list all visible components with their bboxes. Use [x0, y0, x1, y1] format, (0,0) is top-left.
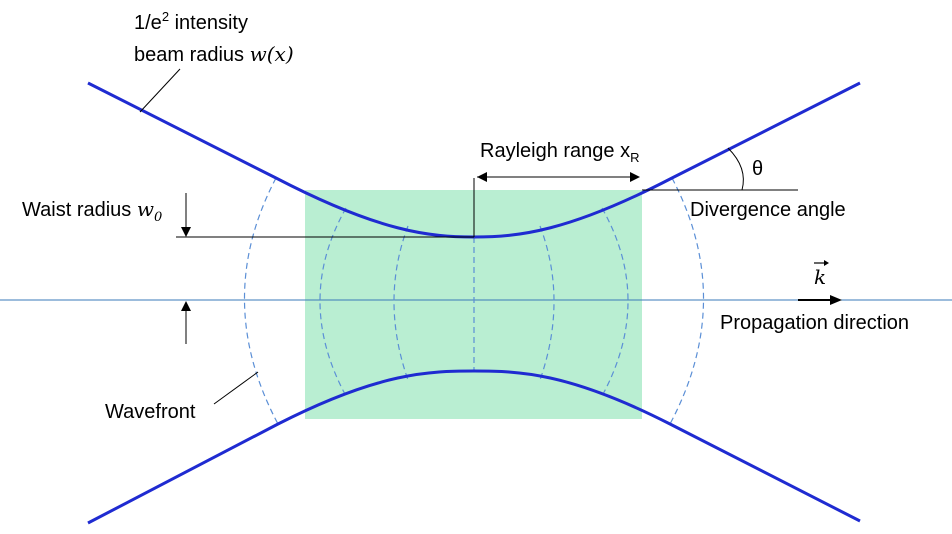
divergence-angle-label: Divergence angle — [690, 199, 846, 221]
beam-radius-label: beam radius w(x) — [134, 42, 294, 66]
k-arrowhead — [830, 295, 842, 305]
propagation-direction-label: Propagation direction — [720, 312, 909, 334]
k-vector-label: k — [814, 265, 826, 289]
theta-arc — [727, 147, 744, 191]
wavefront-label: Wavefront — [105, 401, 196, 423]
waist-arrowhead-down — [181, 227, 191, 237]
wavefront-left-outer — [243, 177, 279, 425]
beam-envelope-lower — [87, 369, 861, 525]
wavefront-group — [243, 177, 705, 425]
rayleigh-arrowhead-right — [630, 172, 640, 182]
annotation-lines — [139, 68, 798, 405]
vector-arrow-icon-head — [824, 260, 829, 266]
k-vector-symbol: k — [814, 260, 829, 289]
rayleigh-arrowhead-left — [477, 172, 487, 182]
rayleigh-range-label: Rayleigh range xR — [480, 140, 639, 165]
waist-radius-label: Waist radius w0 — [22, 197, 162, 225]
wavefront-right-2 — [601, 207, 629, 397]
wavefront-left-2 — [319, 207, 347, 397]
arrowheads — [181, 172, 842, 311]
waist-arrowhead-up — [181, 301, 191, 311]
intensity-label: 1/e2 intensity — [134, 9, 248, 34]
wavefront-right-outer — [669, 177, 705, 425]
theta-label: θ — [752, 158, 763, 180]
intensity-leader-line — [139, 68, 181, 113]
wavefront-leader-line — [213, 371, 259, 405]
